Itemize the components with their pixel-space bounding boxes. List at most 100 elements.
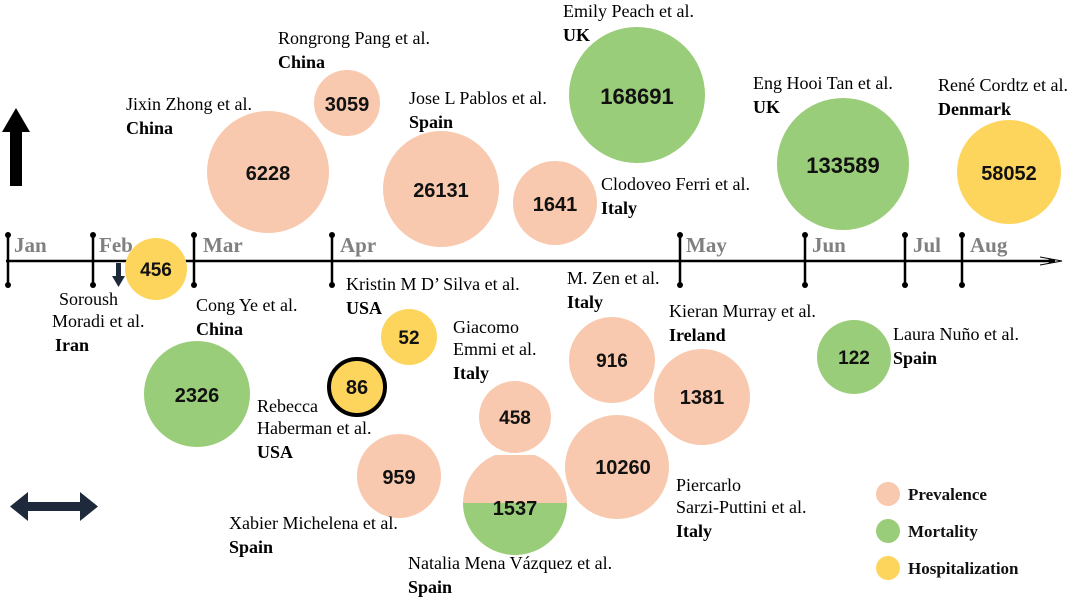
country-nuno: Spain	[893, 348, 937, 368]
month-label-may: May	[686, 233, 727, 257]
horizontal-double-arrow-icon	[10, 492, 98, 521]
author-moradi-line1: Soroush	[59, 289, 118, 309]
value-murray: 1381	[680, 387, 725, 409]
value-peach: 168691	[600, 84, 673, 109]
value-tan: 133589	[806, 153, 879, 178]
value-dsilva: 52	[398, 328, 419, 349]
author-emmi-line1: Giacomo	[453, 317, 519, 337]
country-moradi: Iran	[55, 335, 89, 355]
legend-label-prevalence: Prevalence	[908, 485, 987, 504]
month-tick-apr	[329, 232, 335, 288]
timeline-end-dot	[1048, 259, 1052, 263]
country-pablos: Spain	[409, 112, 453, 132]
bubble-peach	[569, 27, 705, 163]
bubble-mena-prevalence-half	[463, 455, 567, 503]
author-sarzi-line1: Piercarlo	[676, 475, 741, 495]
study-labels: Jixin Zhong et al. China Rongrong Pang e…	[52, 1, 1068, 597]
country-cordtz: Denmark	[938, 99, 1011, 119]
month-labels: Jan Feb Mar Apr May Jun Jul Aug	[14, 233, 1008, 257]
month-tick-jun	[802, 232, 808, 288]
country-zen: Italy	[567, 292, 603, 312]
author-nuno: Laura Nuño et al.	[893, 324, 1019, 344]
author-zen: M. Zen et al.	[567, 268, 659, 288]
value-mena: 1537	[493, 498, 538, 520]
author-haberman-line1: Rebecca	[257, 396, 318, 416]
study-bubbles	[125, 27, 1061, 555]
bubble-mena-mortality-half	[463, 503, 567, 555]
value-zhong: 6228	[246, 163, 291, 185]
country-mena: Spain	[408, 577, 452, 597]
country-murray: Ireland	[669, 325, 726, 345]
month-label-aug: Aug	[970, 233, 1008, 257]
bubble-zhong	[207, 111, 329, 233]
bubble-emmi	[479, 381, 551, 453]
bubble-tan	[777, 98, 909, 230]
bubble-pang	[314, 70, 380, 136]
month-tick-aug	[959, 232, 965, 288]
month-tick-mar	[191, 232, 197, 288]
author-ferri: Clodoveo Ferri et al.	[601, 174, 750, 194]
timeline-arrowhead	[1039, 256, 1063, 266]
value-emmi: 458	[499, 408, 531, 429]
author-murray: Kieran Murray et al.	[669, 301, 816, 321]
legend-label-mortality: Mortality	[908, 522, 978, 541]
month-label-mar: Mar	[203, 233, 243, 257]
author-moradi-line2: Moradi et al.	[52, 311, 144, 331]
month-tick-feb	[90, 232, 96, 288]
bubble-ferri	[513, 161, 597, 245]
value-nuno: 122	[838, 348, 870, 369]
value-ferri: 1641	[533, 194, 578, 216]
country-ferri: Italy	[601, 198, 637, 218]
month-label-jan: Jan	[14, 233, 47, 257]
bubble-dsilva	[381, 309, 437, 365]
month-label-jun: Jun	[812, 233, 846, 257]
value-michelena: 959	[382, 467, 415, 489]
vertical-arrow-icon	[2, 108, 30, 186]
country-ye: China	[196, 319, 243, 339]
legend-swatch-mortality	[876, 519, 900, 543]
month-tick-jul	[902, 232, 908, 288]
month-label-feb: Feb	[99, 233, 133, 257]
author-michelena: Xabier Michelena et al.	[229, 513, 398, 533]
value-sarzi: 10260	[595, 457, 651, 479]
country-zhong: China	[126, 118, 173, 138]
author-pang: Rongrong Pang et al.	[278, 28, 430, 48]
bubble-zen	[569, 317, 655, 403]
down-arrow-icon	[112, 263, 125, 287]
country-michelena: Spain	[229, 537, 273, 557]
bubble-haberman	[327, 357, 387, 417]
author-tan: Eng Hooi Tan et al.	[753, 73, 893, 93]
legend-label-hospitalization: Hospitalization	[908, 559, 1019, 578]
country-haberman: USA	[257, 442, 293, 462]
legend-swatch-prevalence	[876, 482, 900, 506]
country-emmi: Italy	[453, 363, 489, 383]
country-pang: China	[278, 52, 325, 72]
author-sarzi-line2: Sarzi-Puttini et al.	[676, 497, 806, 517]
month-tick-may	[677, 232, 683, 288]
bubble-values: 6228 3059 26131 168691 1641 133589 58052…	[140, 84, 1037, 520]
author-pablos: Jose L Pablos et al.	[409, 88, 547, 108]
bubble-moradi	[125, 238, 187, 300]
bubble-sarzi	[565, 415, 669, 519]
author-peach: Emily Peach et al.	[563, 1, 694, 21]
country-dsilva: USA	[346, 298, 382, 318]
value-ye: 2326	[175, 385, 220, 407]
author-dsilva: Kristin M D’ Silva et al.	[346, 274, 520, 294]
legend: Prevalence Mortality Hospitalization	[876, 482, 1019, 580]
bubble-michelena	[357, 434, 441, 518]
author-haberman-line2: Haberman et al.	[257, 418, 371, 438]
value-zen: 916	[596, 351, 628, 372]
bubble-mena	[463, 455, 567, 555]
month-label-jul: Jul	[913, 233, 941, 257]
value-haberman: 86	[346, 377, 368, 399]
legend-swatch-hospitalization	[876, 556, 900, 580]
bubble-cordtz	[957, 120, 1061, 224]
author-mena: Natalia Mena Vázquez et al.	[408, 553, 612, 573]
bubble-murray	[654, 349, 750, 445]
country-peach: UK	[563, 25, 590, 45]
author-emmi-line2: Emmi et al.	[453, 339, 536, 359]
value-cordtz: 58052	[981, 163, 1037, 185]
author-zhong: Jixin Zhong et al.	[126, 94, 252, 114]
value-pablos: 26131	[413, 180, 469, 202]
